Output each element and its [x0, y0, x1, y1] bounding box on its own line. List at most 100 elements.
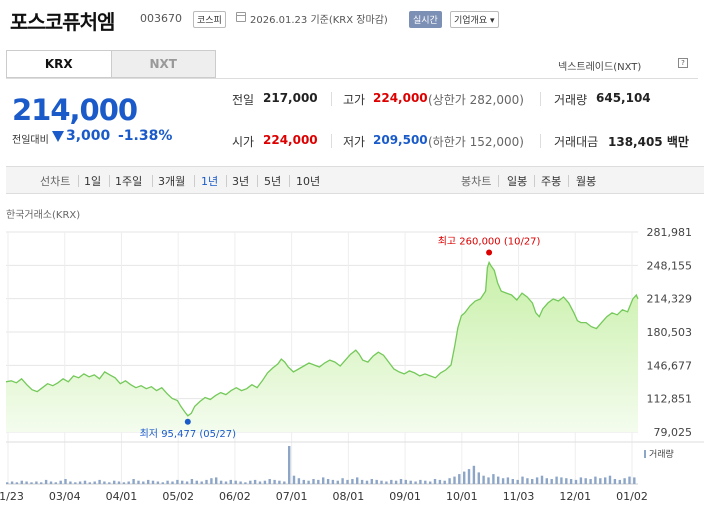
volume-bar [341, 478, 344, 484]
volume-bar [297, 478, 301, 484]
volume-bar [375, 479, 378, 484]
tab-nxt[interactable]: NXT [110, 51, 215, 77]
volume-bar [147, 479, 150, 484]
volume-bar [628, 476, 631, 484]
x-tick-label: 05/02 [162, 490, 194, 503]
volume-bar [390, 479, 393, 484]
x-tick-label: 08/01 [333, 490, 365, 503]
volume-bar [351, 479, 354, 484]
volume-bar [560, 477, 563, 484]
volume-bar [594, 476, 597, 484]
divider [498, 175, 499, 187]
volume-legend-label: 거래량 [649, 448, 674, 460]
volume-bar [292, 475, 296, 484]
period-10y[interactable]: 10년 [296, 175, 321, 188]
nextrade-link[interactable]: 넥스트레이드(NXT) [558, 62, 642, 73]
exchange-tabs: KRX NXT [6, 50, 216, 78]
volume-bar [336, 480, 339, 484]
change-label: 전일대비 [12, 135, 49, 146]
x-tick-label: 07/01 [276, 490, 308, 503]
volume-bar [263, 480, 267, 484]
volume-bar [424, 480, 427, 484]
volume-bar [273, 479, 276, 484]
company-overview-dropdown[interactable]: 기업개요 ▾ [450, 11, 499, 28]
divider [152, 175, 153, 187]
candle-chart-label: 봉차트 [461, 175, 492, 188]
change-percent: -1.38% [118, 128, 173, 144]
volume-bar [83, 480, 87, 484]
volume-bar [511, 479, 514, 484]
volume-bar [288, 446, 291, 484]
period-1w[interactable]: 1주일 [115, 175, 143, 188]
open-value: 224,000 [263, 133, 318, 147]
volume-bar [185, 481, 189, 484]
tab-krx[interactable]: KRX [7, 51, 111, 77]
realtime-button[interactable]: 실시간 [409, 11, 442, 28]
volume-label: 거래량 [554, 93, 588, 107]
volume-bar [492, 474, 495, 484]
y-tick-label: 214,329 [647, 293, 693, 306]
period-1d[interactable]: 1일 [84, 175, 102, 188]
volume-bar [156, 481, 160, 484]
period-5y[interactable]: 5년 [264, 175, 282, 188]
volume-bar [579, 477, 583, 484]
volume-bar [268, 479, 271, 484]
volume-bar [176, 479, 179, 484]
volume-bar [15, 482, 19, 484]
volume-bar [244, 482, 247, 484]
volume-bar [433, 479, 437, 484]
volume-legend-swatch [644, 450, 646, 458]
y-tick-label: 180,503 [647, 326, 693, 339]
x-tick-label: 09/01 [389, 490, 421, 503]
market-badge: 코스피 [193, 11, 226, 28]
volume-bar [239, 481, 242, 484]
volume-bar [458, 474, 461, 484]
volume-bar [550, 479, 553, 484]
volume-bar [633, 477, 636, 484]
max-label: 최고 260,000 (10/27) [438, 236, 541, 248]
volume-bar [604, 477, 607, 484]
x-tick-label: 01/23 [0, 490, 24, 503]
volume-bar [142, 481, 145, 484]
volume-bar [113, 480, 116, 484]
volume-bar [137, 480, 140, 484]
candle-monthly[interactable]: 월봉 [576, 175, 597, 188]
y-tick-label: 79,025 [654, 426, 693, 439]
volume-bar [74, 482, 77, 484]
help-icon[interactable]: ? [678, 58, 688, 68]
volume-bar [132, 479, 135, 484]
amount-label: 거래대금 [554, 135, 599, 149]
volume-bar [166, 480, 169, 484]
x-tick-label: 06/02 [219, 490, 251, 503]
volume-bar [278, 480, 281, 484]
volume-bar [249, 480, 252, 484]
prev-close-value: 217,000 [263, 91, 318, 105]
stock-name: 포스코퓨처엠 [10, 10, 115, 34]
price-chart[interactable]: 281,981 248,155 214,329 180,503 146,677 112,8… [0, 220, 704, 512]
period-1y[interactable]: 1년 [201, 175, 219, 188]
volume-bar [569, 479, 573, 484]
price-line [5, 260, 639, 417]
volume-bar [365, 480, 369, 484]
period-3m[interactable]: 3개월 [158, 175, 186, 188]
calendar-icon [236, 12, 246, 22]
volume-bar [40, 482, 43, 484]
volume-bar [64, 479, 67, 484]
volume-bar [200, 481, 203, 484]
volume-bar [399, 479, 403, 484]
candle-daily[interactable]: 일봉 [507, 175, 528, 188]
volume-bar [117, 481, 121, 484]
volume-bar [404, 479, 407, 484]
y-tick-label: 112,851 [647, 393, 693, 406]
x-tick-label: 11/03 [503, 490, 535, 503]
period-3y[interactable]: 3년 [232, 175, 250, 188]
amount-value: 138,405 백만 [608, 135, 689, 149]
volume-bar [215, 477, 218, 484]
candle-weekly[interactable]: 주봉 [541, 175, 562, 188]
volume-bar [599, 478, 602, 484]
volume-value: 645,104 [596, 91, 651, 105]
divider [331, 92, 332, 106]
volume-bar [317, 479, 320, 484]
price-area [6, 262, 638, 432]
stock-code: 003670 [140, 12, 182, 25]
